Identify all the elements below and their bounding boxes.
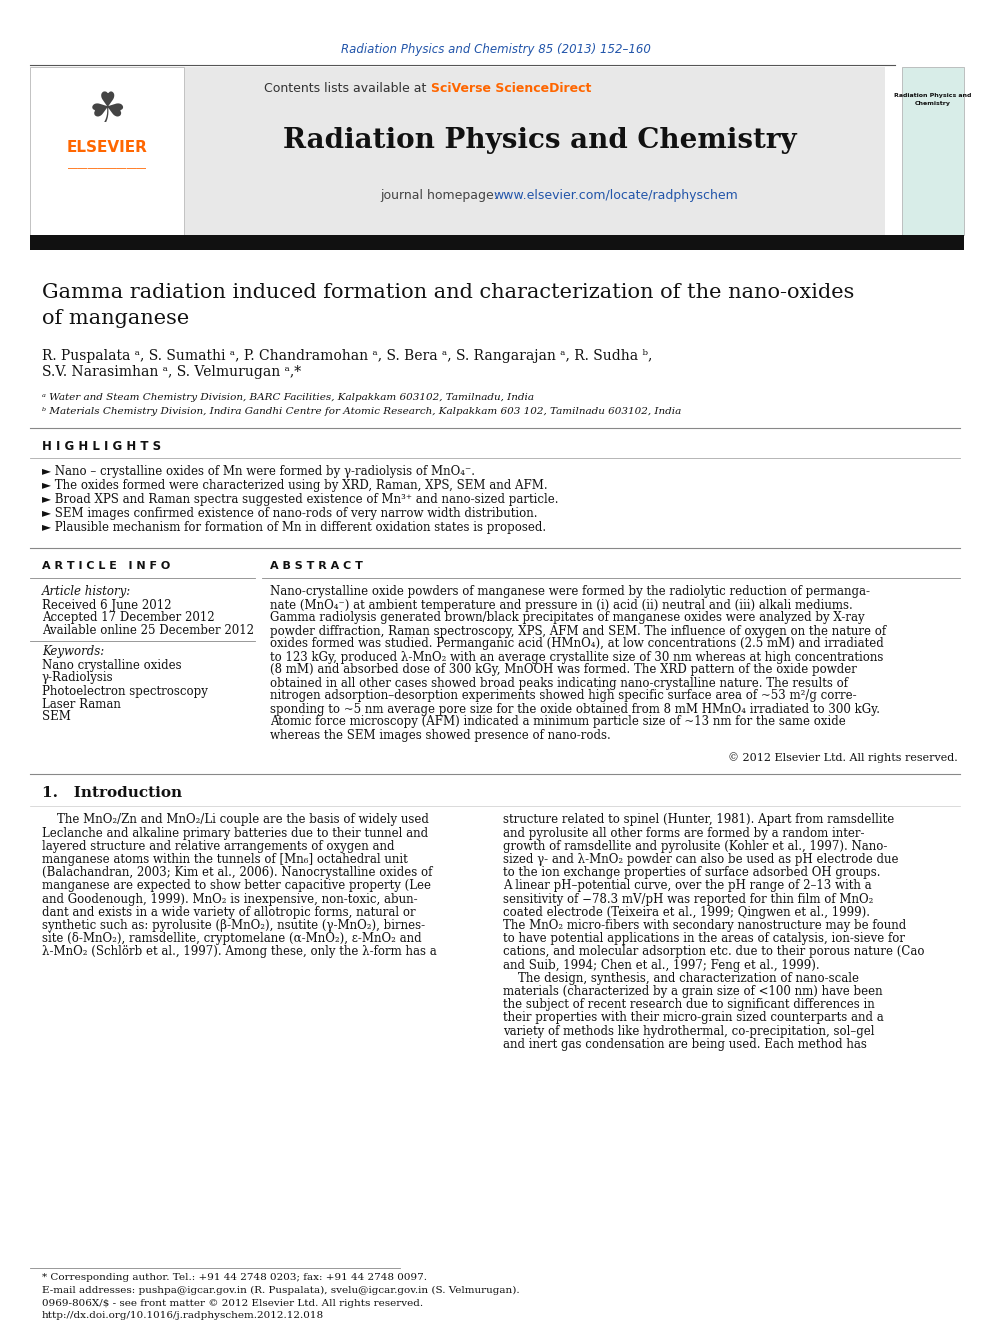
- Text: Available online 25 December 2012: Available online 25 December 2012: [42, 624, 254, 638]
- Text: Photoelectron spectroscopy: Photoelectron spectroscopy: [42, 684, 208, 697]
- Text: Radiation Physics and Chemistry: Radiation Physics and Chemistry: [283, 127, 797, 153]
- Text: The design, synthesis, and characterization of nano-scale: The design, synthesis, and characterizat…: [503, 972, 859, 984]
- Text: oxides formed was studied. Permanganic acid (HMnO₄), at low concentrations (2.5 : oxides formed was studied. Permanganic a…: [270, 638, 884, 651]
- Text: nitrogen adsorption–desorption experiments showed high specific surface area of : nitrogen adsorption–desorption experimen…: [270, 689, 857, 703]
- Text: obtained in all other cases showed broad peaks indicating nano-crystalline natur: obtained in all other cases showed broad…: [270, 676, 848, 689]
- Text: Accepted 17 December 2012: Accepted 17 December 2012: [42, 611, 214, 624]
- Text: site (δ-MnO₂), ramsdellite, cryptomelane (α-MnO₂), ε-MnO₂ and: site (δ-MnO₂), ramsdellite, cryptomelane…: [42, 933, 422, 946]
- Text: and pyrolusite all other forms are formed by a random inter-: and pyrolusite all other forms are forme…: [503, 827, 864, 840]
- Text: materials (characterized by a grain size of <100 nm) have been: materials (characterized by a grain size…: [503, 986, 883, 998]
- Text: synthetic such as: pyrolusite (β-MnO₂), nsutite (γ-MnO₂), birnes-: synthetic such as: pyrolusite (β-MnO₂), …: [42, 919, 426, 933]
- Text: Nano-crystalline oxide powders of manganese were formed by the radiolytic reduct: Nano-crystalline oxide powders of mangan…: [270, 586, 870, 598]
- Text: Contents lists available at: Contents lists available at: [264, 82, 430, 94]
- Text: Gamma radiation induced formation and characterization of the nano-oxides: Gamma radiation induced formation and ch…: [42, 283, 854, 303]
- Text: Laser Raman: Laser Raman: [42, 697, 121, 710]
- Text: ᵃ Water and Steam Chemistry Division, BARC Facilities, Kalpakkam 603102, Tamilna: ᵃ Water and Steam Chemistry Division, BA…: [42, 393, 534, 401]
- Text: 1.   Introduction: 1. Introduction: [42, 786, 183, 800]
- Text: their properties with their micro-grain sized counterparts and a: their properties with their micro-grain …: [503, 1012, 884, 1024]
- Text: ᵇ Materials Chemistry Division, Indira Gandhi Centre for Atomic Research, Kalpak: ᵇ Materials Chemistry Division, Indira G…: [42, 406, 682, 415]
- Text: Atomic force microscopy (AFM) indicated a minimum particle size of ~13 nm for th: Atomic force microscopy (AFM) indicated …: [270, 716, 846, 729]
- Text: journal homepage:: journal homepage:: [380, 188, 502, 201]
- Text: Radiation Physics and Chemistry 85 (2013) 152–160: Radiation Physics and Chemistry 85 (2013…: [341, 44, 651, 57]
- Text: of manganese: of manganese: [42, 308, 189, 328]
- Text: ► Broad XPS and Raman spectra suggested existence of Mn³⁺ and nano-sized particl: ► Broad XPS and Raman spectra suggested …: [42, 493, 558, 507]
- Text: ► Plausible mechanism for formation of Mn in different oxidation states is propo: ► Plausible mechanism for formation of M…: [42, 521, 547, 534]
- Text: ELSEVIER: ELSEVIER: [66, 140, 148, 156]
- Text: manganese are expected to show better capacitive property (Lee: manganese are expected to show better ca…: [42, 880, 431, 893]
- Text: layered structure and relative arrangements of oxygen and: layered structure and relative arrangeme…: [42, 840, 395, 853]
- Text: 0969-806X/$ - see front matter © 2012 Elsevier Ltd. All rights reserved.: 0969-806X/$ - see front matter © 2012 El…: [42, 1298, 424, 1307]
- Text: Keywords:: Keywords:: [42, 646, 104, 659]
- Text: sponding to ~5 nm average pore size for the oxide obtained from 8 mM HMnO₄ irrad: sponding to ~5 nm average pore size for …: [270, 703, 880, 716]
- Text: the subject of recent research due to significant differences in: the subject of recent research due to si…: [503, 999, 875, 1011]
- Text: Received 6 June 2012: Received 6 June 2012: [42, 598, 172, 611]
- Text: (8 mM) and absorbed dose of 300 kGy, MnOOH was formed. The XRD pattern of the ox: (8 mM) and absorbed dose of 300 kGy, MnO…: [270, 664, 857, 676]
- Text: γ-Radiolysis: γ-Radiolysis: [42, 672, 114, 684]
- Text: ☘: ☘: [88, 89, 126, 131]
- Text: E-mail addresses: pushpa@igcar.gov.in (R. Puspalata), svelu@igcar.gov.in (S. Vel: E-mail addresses: pushpa@igcar.gov.in (R…: [42, 1286, 520, 1295]
- Text: R. Puspalata ᵃ, S. Sumathi ᵃ, P. Chandramohan ᵃ, S. Bera ᵃ, S. Rangarajan ᵃ, R. : R. Puspalata ᵃ, S. Sumathi ᵃ, P. Chandra…: [42, 349, 653, 363]
- Text: sensitivity of −78.3 mV/pH was reported for thin film of MnO₂: sensitivity of −78.3 mV/pH was reported …: [503, 893, 873, 906]
- Text: SEM: SEM: [42, 710, 70, 724]
- Text: Gamma radiolysis generated brown/black precipitates of manganese oxides were ana: Gamma radiolysis generated brown/black p…: [270, 611, 865, 624]
- Text: cations, and molecular adsorption etc. due to their porous nature (Cao: cations, and molecular adsorption etc. d…: [503, 946, 925, 958]
- Bar: [902, 67, 964, 235]
- Bar: [30, 67, 184, 235]
- Text: http://dx.doi.org/10.1016/j.radphyschem.2012.12.018: http://dx.doi.org/10.1016/j.radphyschem.…: [42, 1311, 324, 1319]
- Bar: [185, 67, 885, 235]
- Text: A R T I C L E   I N F O: A R T I C L E I N F O: [42, 561, 171, 572]
- Text: sized γ- and λ-MnO₂ powder can also be used as pH electrode due: sized γ- and λ-MnO₂ powder can also be u…: [503, 853, 899, 867]
- Text: SciVerse ScienceDirect: SciVerse ScienceDirect: [431, 82, 591, 94]
- Text: to the ion exchange properties of surface adsorbed OH groups.: to the ion exchange properties of surfac…: [503, 867, 881, 880]
- Text: structure related to spinel (Hunter, 1981). Apart from ramsdellite: structure related to spinel (Hunter, 198…: [503, 814, 894, 827]
- Text: and Goodenough, 1999). MnO₂ is inexpensive, non-toxic, abun-: and Goodenough, 1999). MnO₂ is inexpensi…: [42, 893, 418, 906]
- Text: Nano crystalline oxides: Nano crystalline oxides: [42, 659, 182, 672]
- Text: manganese atoms within the tunnels of [Mn₆] octahedral unit: manganese atoms within the tunnels of [M…: [42, 853, 408, 867]
- Text: λ-MnO₂ (Schlörb et al., 1997). Among these, only the λ-form has a: λ-MnO₂ (Schlörb et al., 1997). Among the…: [42, 946, 436, 958]
- Text: ――――――――: ――――――――: [68, 163, 146, 173]
- Text: The MnO₂/Zn and MnO₂/Li couple are the basis of widely used: The MnO₂/Zn and MnO₂/Li couple are the b…: [42, 814, 429, 827]
- Text: (Balachandran, 2003; Kim et al., 2006). Nanocrystalline oxides of: (Balachandran, 2003; Kim et al., 2006). …: [42, 867, 433, 880]
- Text: Leclanche and alkaline primary batteries due to their tunnel and: Leclanche and alkaline primary batteries…: [42, 827, 429, 840]
- Text: growth of ramsdellite and pyrolusite (Kohler et al., 1997). Nano-: growth of ramsdellite and pyrolusite (Ko…: [503, 840, 888, 853]
- Text: ► The oxides formed were characterized using by XRD, Raman, XPS, SEM and AFM.: ► The oxides formed were characterized u…: [42, 479, 548, 492]
- Text: whereas the SEM images showed presence of nano-rods.: whereas the SEM images showed presence o…: [270, 729, 611, 741]
- Text: to 123 kGy, produced λ-MnO₂ with an average crystallite size of 30 nm whereas at: to 123 kGy, produced λ-MnO₂ with an aver…: [270, 651, 883, 664]
- Bar: [30, 235, 964, 250]
- Text: Chemistry: Chemistry: [915, 102, 951, 106]
- Text: * Corresponding author. Tel.: +91 44 2748 0203; fax: +91 44 2748 0097.: * Corresponding author. Tel.: +91 44 274…: [42, 1274, 427, 1282]
- Text: The MnO₂ micro-fibers with secondary nanostructure may be found: The MnO₂ micro-fibers with secondary nan…: [503, 919, 907, 933]
- Text: ► Nano – crystalline oxides of Mn were formed by γ-radiolysis of MnO₄⁻.: ► Nano – crystalline oxides of Mn were f…: [42, 466, 475, 479]
- Text: A linear pH–potential curve, over the pH range of 2–13 with a: A linear pH–potential curve, over the pH…: [503, 880, 872, 893]
- Text: H I G H L I G H T S: H I G H L I G H T S: [42, 439, 161, 452]
- Text: Radiation Physics and: Radiation Physics and: [895, 93, 972, 98]
- Text: A B S T R A C T: A B S T R A C T: [270, 561, 363, 572]
- Text: S.V. Narasimhan ᵃ, S. Velmurugan ᵃ,*: S.V. Narasimhan ᵃ, S. Velmurugan ᵃ,*: [42, 365, 302, 378]
- Text: coated electrode (Teixeira et al., 1999; Qingwen et al., 1999).: coated electrode (Teixeira et al., 1999;…: [503, 906, 870, 919]
- Text: Article history:: Article history:: [42, 586, 131, 598]
- Text: © 2012 Elsevier Ltd. All rights reserved.: © 2012 Elsevier Ltd. All rights reserved…: [728, 753, 958, 763]
- Text: and Suib, 1994; Chen et al., 1997; Feng et al., 1999).: and Suib, 1994; Chen et al., 1997; Feng …: [503, 959, 819, 971]
- Text: dant and exists in a wide variety of allotropic forms, natural or: dant and exists in a wide variety of all…: [42, 906, 416, 919]
- Text: powder diffraction, Raman spectroscopy, XPS, AFM and SEM. The influence of oxyge: powder diffraction, Raman spectroscopy, …: [270, 624, 886, 638]
- Text: to have potential applications in the areas of catalysis, ion-sieve for: to have potential applications in the ar…: [503, 933, 905, 946]
- Text: ► SEM images confirmed existence of nano-rods of very narrow width distribution.: ► SEM images confirmed existence of nano…: [42, 508, 538, 520]
- Text: nate (MnO₄⁻) at ambient temperature and pressure in (i) acid (ii) neutral and (i: nate (MnO₄⁻) at ambient temperature and …: [270, 598, 853, 611]
- Text: and inert gas condensation are being used. Each method has: and inert gas condensation are being use…: [503, 1039, 867, 1050]
- Text: variety of methods like hydrothermal, co-precipitation, sol–gel: variety of methods like hydrothermal, co…: [503, 1025, 875, 1037]
- Text: www.elsevier.com/locate/radphyschem: www.elsevier.com/locate/radphyschem: [493, 188, 738, 201]
